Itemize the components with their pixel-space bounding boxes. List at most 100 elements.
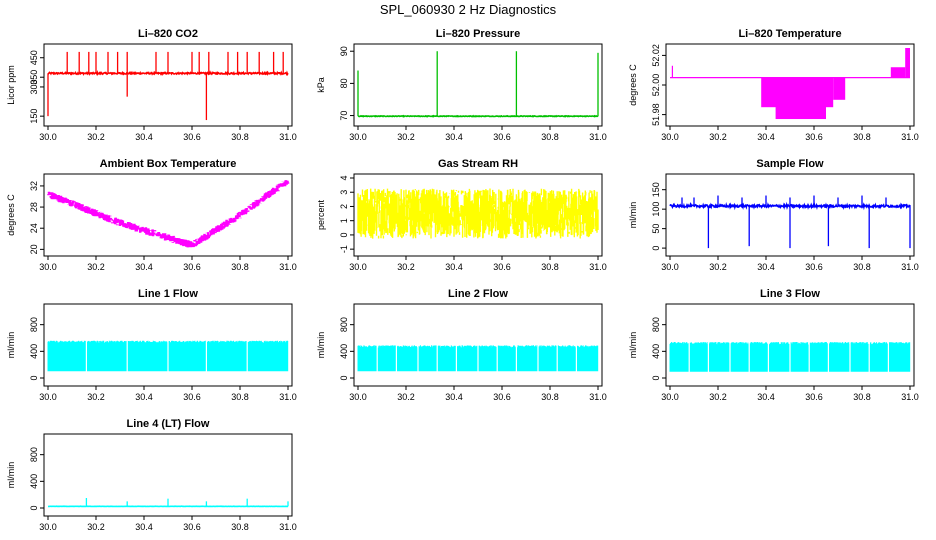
x-tick-label: 30.8 [231,522,249,532]
x-tick-label: 30.4 [135,262,153,272]
x-tick-label: 30.2 [709,392,727,402]
series-area [669,342,911,372]
x-tick-label: 30.4 [757,262,775,272]
plot-frame [43,303,293,387]
x-tick-label: 31.0 [901,132,919,142]
panel-ambient_temp: Ambient Box Temperature 30.0 30.2 30.4 30.6 3… [6,158,297,272]
series-line [357,188,599,239]
y-axis-label: percent [316,199,326,230]
y-tick-label: 80 [339,78,349,88]
y-tick-label: 51.98 [651,103,661,126]
y-tick-label: 0 [651,246,661,251]
y-axis-label: ml/min [6,462,16,489]
x-tick-label: 30.0 [661,132,679,142]
y-tick-label: 800 [29,317,39,332]
x-tick-label: 30.4 [135,132,153,142]
x-tick-label: 30.2 [397,262,415,272]
x-tick-label: 30.6 [805,132,823,142]
plot-frame [665,303,915,387]
x-tick-label: 30.8 [853,132,871,142]
x-tick-label: 30.0 [39,132,57,142]
y-tick-label: 800 [29,447,39,462]
series-band [833,77,846,100]
x-tick-label: 30.2 [87,262,105,272]
y-axis-label: ml/min [628,332,638,359]
x-tick-label: 30.2 [397,392,415,402]
x-tick-label: 31.0 [589,132,607,142]
y-tick-label: 800 [651,317,661,332]
y-tick-label: 1 [339,218,349,223]
y-tick-label: 4 [339,175,349,180]
x-tick-label: 31.0 [279,392,297,402]
x-tick-label: 30.6 [493,132,511,142]
x-tick-label: 30.2 [397,132,415,142]
y-tick-label: 24 [29,223,39,233]
figure-title: SPL_060930 2 Hz Diagnostics [380,2,557,17]
series-line [47,180,290,248]
x-tick-label: 30.8 [853,392,871,402]
y-axis-label: ml/min [628,202,638,229]
y-axis-label: kPa [316,77,326,93]
series-line1 [47,340,289,372]
y-tick-label: 350 [29,70,39,85]
x-tick-label: 31.0 [279,262,297,272]
plot-frame [43,173,293,257]
panel-line3: Line 3 Flow 30.0 30.2 30.4 30.6 30.8 31.0 0 400 8… [628,288,919,402]
series-line [357,114,599,118]
x-tick-label: 30.6 [805,262,823,272]
x-tick-label: 31.0 [279,522,297,532]
x-tick-label: 31.0 [901,262,919,272]
y-tick-label: 100 [651,202,661,217]
x-tick-label: 30.0 [349,262,367,272]
x-tick-label: 31.0 [279,132,297,142]
panel-line1: Line 1 Flow 30.0 30.2 30.4 30.6 30.8 31.0 0 400 8… [6,288,297,402]
x-tick-label: 30.4 [135,392,153,402]
x-tick-label: 30.0 [349,392,367,402]
series-area [47,340,289,372]
x-tick-label: 30.8 [231,132,249,142]
x-tick-label: 30.4 [757,392,775,402]
panel-li_temp: Li–820 Temperature 30.0 30.2 30.4 30.6 30.8 31… [628,28,919,142]
x-tick-label: 30.4 [757,132,775,142]
x-tick-label: 30.8 [231,392,249,402]
series-co2 [47,51,289,121]
series-band [890,67,906,78]
series-line2 [357,345,599,372]
x-tick-label: 30.2 [709,262,727,272]
plot-frame [353,303,603,387]
y-tick-label: 400 [651,344,661,359]
x-tick-label: 30.8 [541,262,559,272]
x-tick-label: 31.0 [589,262,607,272]
panel-title: Sample Flow [756,158,824,170]
y-tick-label: 400 [29,474,39,489]
y-tick-label: 150 [651,182,661,197]
panel-title: Li–820 Pressure [436,28,520,40]
x-tick-label: 30.0 [39,392,57,402]
panel-title: Line 1 Flow [138,288,198,300]
y-tick-label: 150 [29,109,39,124]
x-tick-label: 30.4 [135,522,153,532]
panel-title: Gas Stream RH [438,158,518,170]
panel-pressure: Li–820 Pressure 30.0 30.2 30.4 30.6 30.8 31.0 7… [316,28,607,142]
x-tick-label: 30.8 [853,262,871,272]
series-band [905,48,910,78]
y-axis-label: degrees C [628,64,638,106]
panel-co2: Li–820 CO2 30.0 30.2 30.4 30.6 30.8 31.0 150 300… [6,28,297,142]
y-tick-label: 0 [339,232,349,237]
y-axis-label: ml/min [316,332,326,359]
panel-rh: Gas Stream RH 30.0 30.2 30.4 30.6 30.8 31.0 -1 0… [316,158,607,272]
series-line4 [48,498,289,508]
x-tick-label: 30.0 [349,132,367,142]
x-tick-label: 30.6 [493,262,511,272]
x-tick-label: 30.8 [541,132,559,142]
panel-sample_flow: Sample Flow 30.0 30.2 30.4 30.6 30.8 31.0 0 50 10… [628,158,919,272]
y-tick-label: 28 [29,202,39,212]
series-pressure [357,51,599,118]
y-tick-label: 52.02 [651,44,661,67]
y-tick-label: 400 [29,344,39,359]
panel-title: Ambient Box Temperature [100,158,237,170]
x-tick-label: 30.0 [39,262,57,272]
panel-title: Li–820 Temperature [738,28,841,40]
x-tick-label: 30.2 [87,522,105,532]
